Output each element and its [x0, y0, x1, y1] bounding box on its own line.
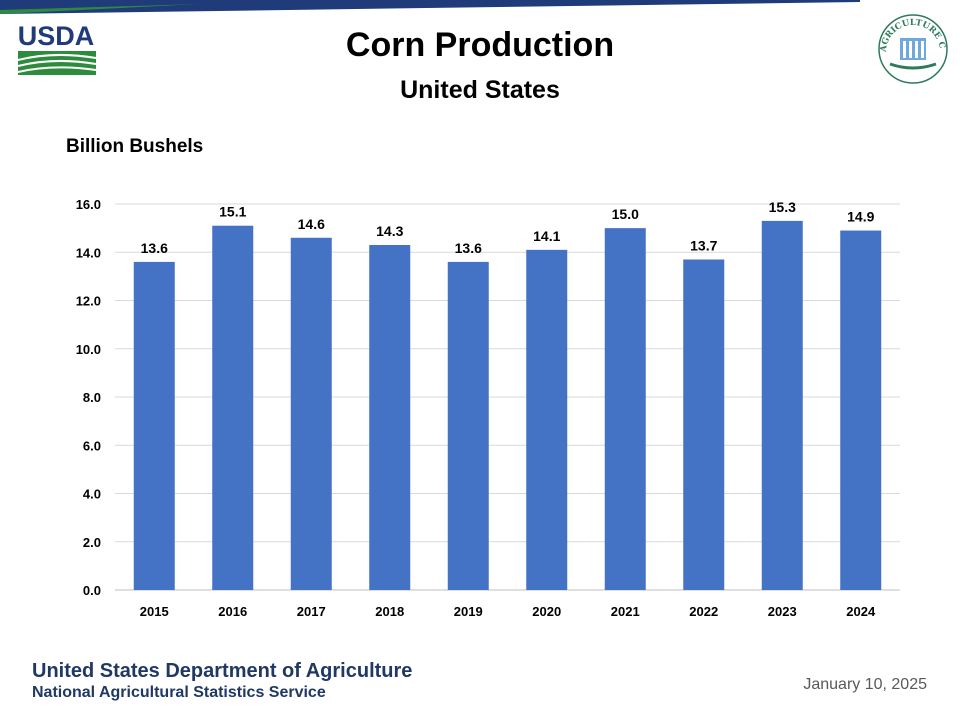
bar — [290, 237, 332, 590]
bar — [761, 220, 803, 590]
data-label: 14.9 — [847, 209, 874, 225]
data-label: 13.6 — [455, 240, 482, 256]
data-label: 15.1 — [219, 204, 246, 220]
bar — [447, 261, 489, 590]
data-label: 15.3 — [769, 199, 796, 215]
x-tick-label: 2021 — [611, 604, 640, 619]
bar — [369, 245, 411, 590]
x-tick-label: 2023 — [768, 604, 797, 619]
x-tick-label: 2020 — [532, 604, 561, 619]
footer-org-name: United States Department of Agriculture — [32, 660, 413, 682]
y-tick-label: 2.0 — [83, 535, 101, 550]
x-tick-label: 2017 — [297, 604, 326, 619]
bar — [212, 225, 254, 590]
bar — [604, 228, 646, 590]
footer-agency-name: National Agricultural Statistics Service — [32, 684, 326, 701]
data-label: 14.6 — [298, 216, 325, 232]
agriculture-counts-logo: AGRICULTURE COUNTS — [876, 12, 948, 84]
x-tick-label: 2018 — [375, 604, 404, 619]
y-tick-label: 16.0 — [76, 197, 101, 212]
y-tick-label: 8.0 — [83, 390, 101, 405]
bar-chart: 0.0 2.0 4.0 6.0 8.0 10.0 12.0 14.0 16.0 13.6 2015 1… — [76, 197, 900, 619]
x-tick-label: 2024 — [846, 604, 876, 619]
header-stripe — [0, 0, 860, 14]
x-tick-label: 2016 — [218, 604, 247, 619]
usda-logo-text: USDA — [18, 21, 95, 51]
data-label: 15.0 — [612, 206, 639, 222]
usda-logo: USDA — [18, 21, 97, 75]
x-tick-label: 2022 — [689, 604, 718, 619]
bar — [683, 259, 725, 590]
bar — [526, 249, 568, 590]
data-label: 13.6 — [141, 240, 168, 256]
chart-title: Corn Production — [345, 26, 615, 64]
y-tick-label: 6.0 — [83, 438, 101, 453]
y-axis-label: Billion Bushels — [66, 136, 204, 157]
x-tick-label: 2019 — [454, 604, 483, 619]
data-label: 13.7 — [690, 237, 717, 253]
bar — [133, 261, 175, 590]
y-tick-label: 10.0 — [76, 342, 101, 357]
y-tick-label: 14.0 — [76, 245, 101, 260]
y-tick-label: 4.0 — [83, 487, 101, 502]
data-label: 14.1 — [533, 228, 560, 244]
y-tick-label: 12.0 — [76, 294, 101, 309]
bar — [840, 230, 882, 590]
chart-subtitle: United States — [400, 76, 560, 104]
data-label: 14.3 — [376, 223, 403, 239]
footer-date: January 10, 2025 — [803, 676, 927, 693]
y-tick-label: 0.0 — [83, 583, 101, 598]
x-tick-label: 2015 — [140, 604, 169, 619]
